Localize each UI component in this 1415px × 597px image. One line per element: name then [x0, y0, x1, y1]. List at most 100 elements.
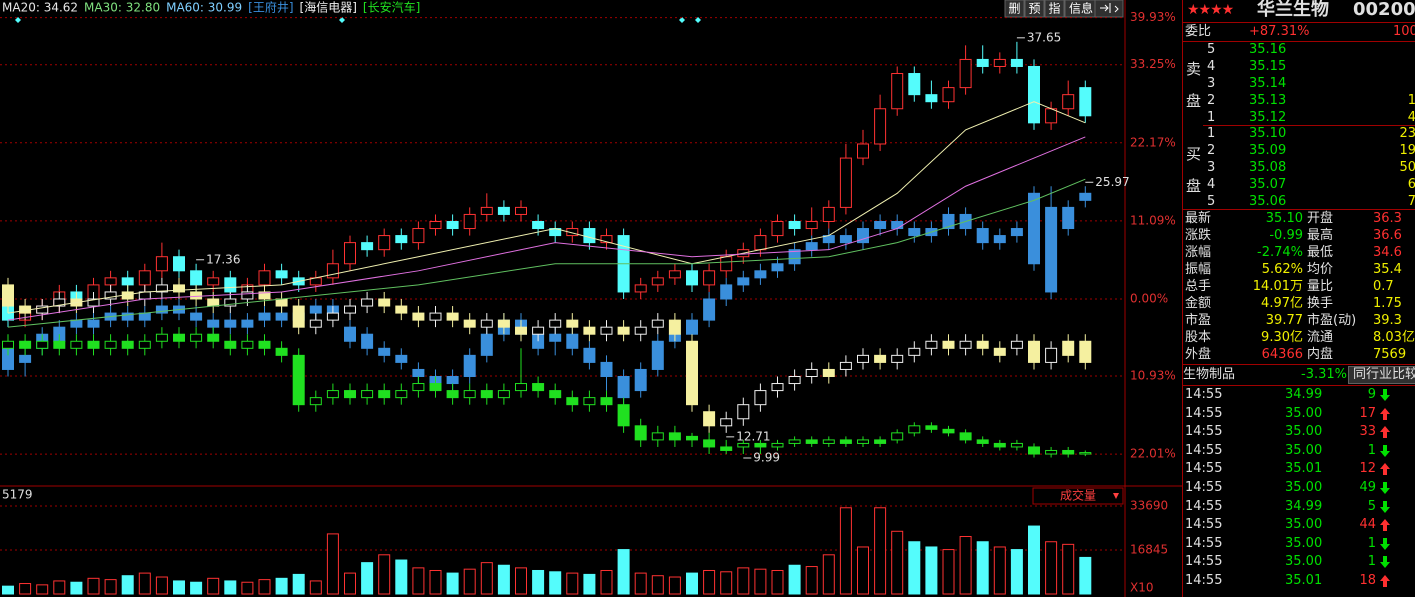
candle-body: [805, 439, 818, 444]
candle-body: [104, 277, 117, 286]
candle-body: [925, 425, 938, 430]
volume-bar: [224, 580, 237, 595]
book-row: 5 35.06 7: [1183, 193, 1415, 211]
candle-body: [292, 305, 305, 328]
book-row: 1 35.10 23: [1183, 125, 1415, 143]
stat-value: 35.10: [1265, 211, 1303, 226]
price-annotation: 12.71: [736, 429, 770, 443]
toolbar-button[interactable]: [1044, 0, 1065, 18]
stat-value: 8.03亿: [1373, 330, 1415, 345]
divider: [1183, 364, 1415, 365]
volume-scale: X10: [1130, 581, 1154, 595]
candle-body: [771, 263, 784, 272]
legend-item: [海信电器]: [300, 0, 357, 15]
volume-bar: [839, 507, 852, 595]
stat-value: 36.6: [1373, 228, 1402, 243]
volume-bar: [326, 533, 339, 595]
book-row: 1 35.12 4: [1183, 109, 1415, 127]
y-tick-label: 39.93%: [1130, 10, 1176, 24]
volume-bar: [1062, 543, 1075, 595]
stat-value: 39.77: [1265, 313, 1303, 328]
stat-label: 振幅: [1185, 262, 1212, 277]
candle-body: [925, 94, 938, 103]
tick-time: 14:55: [1185, 480, 1223, 495]
legend-item: MA30: 32.80: [84, 1, 160, 15]
candle-body: [703, 411, 716, 427]
candle-body: [651, 340, 664, 370]
exit-icon: [1100, 3, 1119, 13]
book-level: 1: [1207, 110, 1216, 125]
candle-body: [121, 312, 134, 321]
candle-body: [771, 220, 784, 237]
candle-body: [600, 326, 613, 335]
candle-body: [566, 333, 579, 349]
volume-bar: [993, 546, 1006, 595]
tick-arrow: [1380, 463, 1390, 476]
volume-bar: [121, 575, 134, 595]
candle-body: [532, 220, 545, 230]
tick-price: 35.00: [1285, 535, 1323, 551]
y-tick-label: 33.25%: [1130, 57, 1176, 71]
candle-body: [361, 333, 374, 349]
tick-volume: 12: [1359, 461, 1376, 477]
stat-label: 外盘: [1185, 347, 1212, 362]
candle-body: [70, 319, 83, 328]
candle-body: [720, 446, 733, 451]
volume-bar: [771, 569, 784, 595]
candle-body: [190, 291, 203, 300]
candle-body: [805, 242, 818, 251]
candle-body: [207, 333, 220, 342]
arrow-shape: [1380, 556, 1390, 569]
candle-body: [395, 235, 408, 244]
book-price: 35.07: [1249, 177, 1287, 192]
book-level: 2: [1207, 93, 1216, 108]
volume-bar: [155, 576, 168, 595]
candle-body: [703, 298, 716, 321]
book-price: 35.15: [1249, 59, 1287, 74]
stat-value: 34.6: [1373, 245, 1402, 260]
volume-bar: [515, 567, 527, 595]
exit-button[interactable]: [1094, 0, 1124, 18]
volume-selector[interactable]: [1032, 487, 1124, 505]
candle-body: [532, 383, 545, 392]
side-label: 盘: [1186, 177, 1202, 195]
candle-body: [463, 213, 476, 230]
candle-body: [942, 213, 955, 230]
candle-body: [1010, 442, 1023, 448]
signal-markers: [15, 17, 701, 23]
candle-body: [720, 256, 733, 272]
tick-volume: 49: [1359, 480, 1376, 495]
candle-body: [720, 284, 733, 300]
tick-price: 34.99: [1285, 387, 1323, 402]
toolbar-button[interactable]: [1024, 0, 1045, 18]
candle-body: [993, 235, 1006, 244]
volume-bar: [258, 579, 271, 595]
candle-body: [463, 319, 476, 328]
compare-button[interactable]: 同行业比较: [1348, 366, 1415, 384]
legend-item: MA20: 34.62: [2, 1, 78, 15]
candle-body: [976, 228, 989, 244]
stat-value: 7569: [1373, 347, 1407, 362]
arrow-shape: [1380, 407, 1390, 420]
volume-bar: [138, 572, 151, 595]
volume-bar: [634, 572, 647, 595]
book-row: 4 35.15: [1183, 58, 1415, 76]
toolbar-button[interactable]: [1004, 0, 1025, 18]
candle-body: [378, 298, 391, 307]
tick-time: 14:55: [1185, 424, 1223, 440]
candle-body: [908, 228, 921, 237]
tick-price: 35.01: [1285, 461, 1323, 477]
volume-title: 成交量: [1060, 488, 1096, 503]
candle-body: [292, 354, 305, 406]
candle-body: [617, 375, 630, 399]
ma-line: [7, 101, 1086, 314]
candle-body: [412, 383, 425, 392]
book-price: 35.13: [1249, 93, 1287, 108]
stat-label: 换手: [1307, 296, 1334, 311]
candle-body: [651, 319, 664, 328]
price-annotation: 17.36: [206, 252, 240, 266]
divider: [1183, 22, 1415, 23]
tick-time: 14:55: [1185, 535, 1223, 551]
stat-row: 最新 35.10 开盘 36.3: [1183, 210, 1415, 228]
candle-body: [583, 397, 596, 406]
